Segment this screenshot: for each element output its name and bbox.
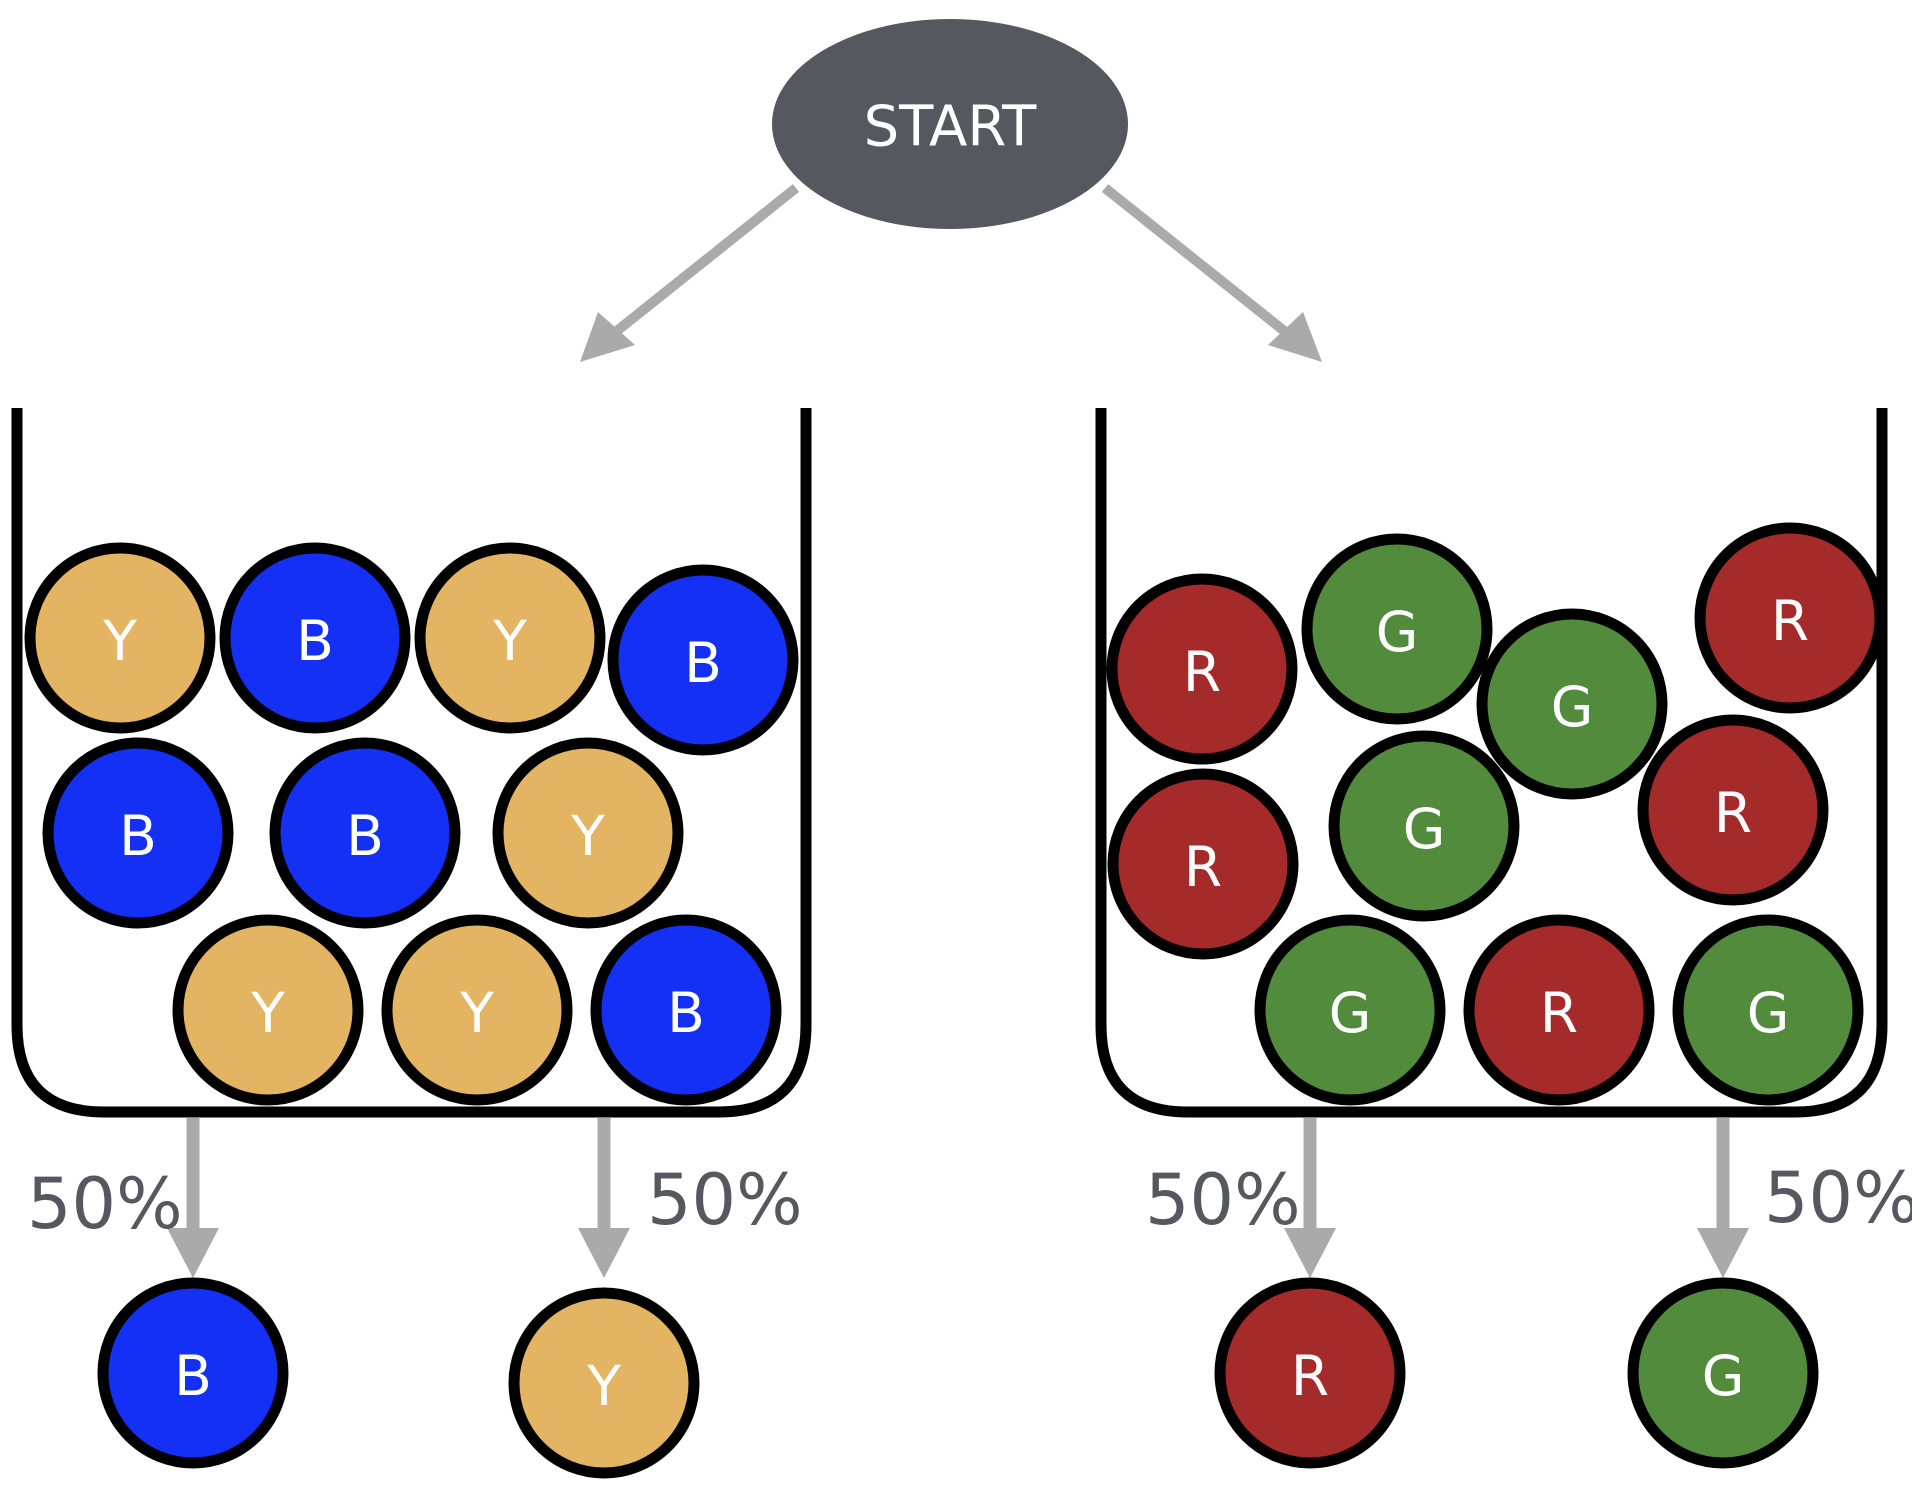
left-jar-ball-label: B [296,609,334,673]
right-jar-ball: R [1107,768,1299,960]
right-jar-ball-label: R [1183,640,1221,704]
right-outcome-ball-label: G [1702,1344,1745,1408]
left-jar-ball: B [590,914,782,1106]
right-jar-ball-circle [1301,533,1493,725]
left-jar-ball: B [219,542,411,734]
right-jar-ball: G [1254,914,1446,1106]
right-outcome-r-percent: 50% [1145,1159,1301,1241]
right-jar-ball-circle [1637,714,1829,906]
start-arrow-right [1101,184,1322,362]
left-jar-ball: Y [492,737,684,929]
right-jar-outline [1095,408,1888,1118]
right-jar-ball-label: R [1184,835,1222,899]
outcome-arrow-right-g [1697,1118,1749,1278]
right-jar-ball-circle [1694,522,1886,714]
left-jar-ball-label: Y [102,609,137,673]
right-jar-ball-circle [1328,730,1520,922]
right-jar-ball-circle [1254,914,1446,1106]
right-jar-ball-circle [1672,914,1864,1106]
left-jar-ball-label: Y [492,609,527,673]
left-jar-ball: Y [172,914,364,1106]
right-outcome-ball: G [1627,1277,1819,1469]
right-jar-ball: G [1328,730,1520,922]
outcome-arrow-left-y [578,1118,630,1278]
right-jar-ball-label: G [1403,797,1446,861]
start-label: START [864,95,1038,160]
left-jar-ball-label: B [667,981,705,1045]
right-jar-ball: G [1301,533,1493,725]
start-node: START [772,19,1128,229]
left-jar-ball-circle [381,914,573,1106]
start-ellipse [772,19,1128,229]
left-jar-ball: B [607,564,799,756]
left-jar-ball: B [269,737,461,929]
right-jar-ball: R [1637,714,1829,906]
left-jar-ball-circle [492,737,684,929]
left-jar-ball-circle [607,564,799,756]
left-jar-ball-label: Y [250,981,285,1045]
left-jar-ball: Y [24,542,216,734]
right-jar-ball-label: R [1540,981,1578,1045]
right-jar-ball-label: R [1714,781,1752,845]
outcome-arrow-right-r [1284,1118,1336,1278]
left-outcome-b-percent: 50% [27,1163,183,1245]
left-outcome-ball: Y [508,1287,700,1479]
left-jar-ball-circle [172,914,364,1106]
left-jar-ball: Y [414,542,606,734]
right-outcome-g-percent: 50% [1764,1157,1912,1239]
right-jar-ball-circle [1107,768,1299,960]
left-jar-ball-circle [42,737,234,929]
right-jar-ball: G [1672,914,1864,1106]
left-jar-balls: Y B Y B B B Y Y Y B [24,542,799,1106]
left-jar-ball-label: B [684,631,722,695]
right-jar-ball-label: R [1771,589,1809,653]
start-arrow-left [580,184,800,362]
right-jar-ball-label: G [1747,981,1790,1045]
left-outcome-ball: B [97,1277,289,1469]
right-jar-ball: R [1106,573,1298,765]
left-outcome-ball-circle [97,1277,289,1469]
left-jar-ball-label: B [346,804,384,868]
left-jar-ball: Y [381,914,573,1106]
left-jar-ball-circle [219,542,411,734]
left-jar-ball-circle [414,542,606,734]
right-jar-ball: G [1476,608,1668,800]
left-jar-outline [11,408,812,1118]
right-outcome-ball-circle [1627,1277,1819,1469]
left-outcome-ball-circle [508,1287,700,1479]
right-outcome-ball-label: R [1291,1344,1329,1408]
left-outcome-ball-label: Y [586,1354,621,1418]
right-jar-ball-label: G [1376,600,1419,664]
right-jar-ball-circle [1463,914,1655,1106]
right-jar-balls: R G G R R G R G R G [1106,522,1886,1106]
right-jar-ball-label: G [1551,675,1594,739]
left-jar-ball-label: Y [459,981,494,1045]
left-jar-ball-circle [269,737,461,929]
right-outcome-ball-circle [1214,1277,1406,1469]
right-jar-ball-circle [1476,608,1668,800]
left-outcome-y-percent: 50% [647,1159,803,1241]
left-jar-ball: B [42,737,234,929]
right-jar-ball: R [1694,522,1886,714]
right-jar-ball-circle [1106,573,1298,765]
left-outcome-ball-label: B [174,1344,212,1408]
left-jar-ball-label: B [119,804,157,868]
outcome-arrow-left-b [167,1118,219,1278]
right-outcome-ball: R [1214,1277,1406,1469]
right-jar-ball: R [1463,914,1655,1106]
left-jar-ball-label: Y [570,804,605,868]
left-jar-ball-circle [24,542,216,734]
right-jar-ball-label: G [1329,981,1372,1045]
left-jar-ball-circle [590,914,782,1106]
